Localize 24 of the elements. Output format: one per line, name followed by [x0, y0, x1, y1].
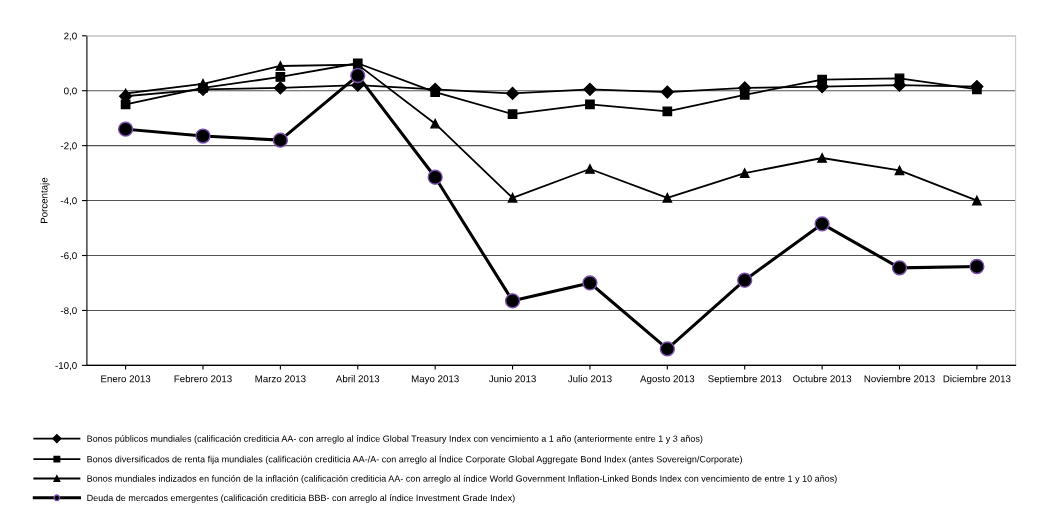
x-tick-label: Abril 2013 — [335, 375, 380, 383]
y-tick-label: 0,0 — [64, 87, 77, 96]
y-tick-label: -8,0 — [60, 307, 77, 316]
y-tick-label: -6,0 — [60, 252, 77, 261]
legend-label: Bonos públicos mundiales (calificación crediticia AA- con arreglo al índice Global Treasury Index con vencimiento a 1 año (anteriormente entre 1 y 3 años) — [87, 435, 703, 444]
y-tick-label: -4,0 — [60, 197, 77, 206]
x-tick-label: Agosto 2013 — [640, 375, 695, 385]
x-tick-label: Noviembre 2013 — [864, 375, 935, 383]
x-tick-label: Marzo 2013 — [255, 375, 306, 383]
x-tick-label: Diciembre 2013 — [943, 375, 1011, 383]
y-axis-title: Porcentaje — [40, 177, 50, 224]
x-tick-label: Septiembre 2013 — [708, 375, 782, 385]
legend-label: Bonos diversificados de renta fija mundiales (calificación crediticia AA-/A- con arreglo al Índice Corporate Global Aggregate Bond Index (antes Sovereign/Corporate) — [87, 454, 742, 465]
legend-label: Bonos mundiales indizados en función de la inflación (calificación crediticia AA- con arreglo al índice World Government Inflation-Linked Bonds Index con vencimiento de entre 1 y 10 años) — [87, 475, 837, 484]
y-tick-label: 2,0 — [64, 32, 77, 41]
legend-label: Deuda de mercados emergentes (calificación crediticia BBB- con arreglo al índice Investment Grade Index) — [87, 494, 515, 503]
y-tick-label: -10,0 — [55, 362, 77, 371]
x-tick-label: Octubre 2013 — [793, 375, 852, 383]
y-tick-label: -2,0 — [60, 142, 77, 151]
x-tick-label: Febrero 2013 — [174, 375, 232, 383]
x-tick-label: Enero 2013 — [101, 375, 151, 383]
x-tick-label: Junio 2013 — [488, 375, 536, 383]
x-tick-label: Mayo 2013 — [411, 375, 459, 385]
x-tick-label: Julio 2013 — [567, 375, 612, 383]
